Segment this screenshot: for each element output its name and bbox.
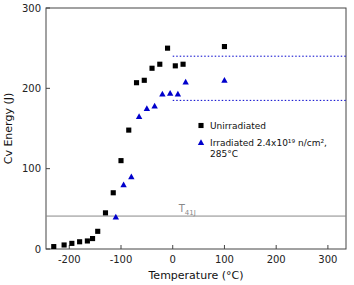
point [221,77,227,83]
y-tick-label: 100 [22,163,41,174]
x-tick [172,245,173,249]
point [142,78,147,83]
point [175,91,181,97]
x-tick-label: 0 [170,254,176,265]
point [165,46,170,51]
point [62,242,67,247]
point [134,80,139,85]
point [181,62,186,67]
point [69,241,74,246]
x-tick [224,245,225,249]
point [149,66,154,71]
legend-label: Unirradiated [210,121,266,131]
point [136,113,142,119]
label-sub: 41J [185,209,196,217]
point [118,158,123,163]
point [128,174,134,180]
reference-label: T41J [178,203,196,217]
y-axis-label: Cv Energy (J) [2,93,15,165]
point [222,44,227,49]
x-tick-label: 300 [318,254,337,265]
point [103,210,108,215]
point [120,182,126,188]
point [90,236,95,241]
x-axis-label: Temperature (°C) [148,269,244,282]
x-tick [276,245,277,249]
legend: Unirradiated Irradiated 2.4x10¹⁹ n/cm²,28… [198,121,327,159]
x-tick [327,245,328,249]
x-tick-label: -200 [58,254,81,265]
point [95,229,100,234]
y-tick [46,88,50,89]
plot-area [46,44,346,249]
legend-label: Irradiated 2.4x10¹⁹ n/cm²,285°C [210,138,327,159]
point [167,90,173,96]
y-tick [46,168,50,169]
point [182,79,188,85]
point [144,105,150,111]
reference-line [173,100,346,101]
reference-line [46,216,346,217]
chart: -200 -100 0 100 200 300 0 100 200 300 Temperature … [0,0,354,285]
point [157,62,162,67]
point [126,128,131,133]
x-tick [121,245,122,249]
legend-marker [198,139,204,145]
point [151,103,157,109]
point [113,214,119,220]
point [111,190,116,195]
y-tick-label: 0 [35,244,41,255]
point [159,91,165,97]
point [85,238,90,243]
legend-marker [198,123,203,128]
x-tick-label: 200 [267,254,286,265]
x-tick-label: -100 [110,254,133,265]
x-tick-label: 100 [215,254,234,265]
point [51,244,56,249]
reference-line [173,56,346,57]
y-tick-label: 200 [22,83,41,94]
y-tick-label: 300 [22,3,41,14]
y-tick [46,8,50,9]
plot-frame [46,8,346,249]
y-tick [46,249,50,250]
legend-line: Unirradiated [210,121,266,131]
point [77,239,82,244]
legend-line: 285°C [210,149,238,159]
point [173,63,178,68]
legend-line: Irradiated 2.4x10¹⁹ n/cm², [210,138,327,148]
